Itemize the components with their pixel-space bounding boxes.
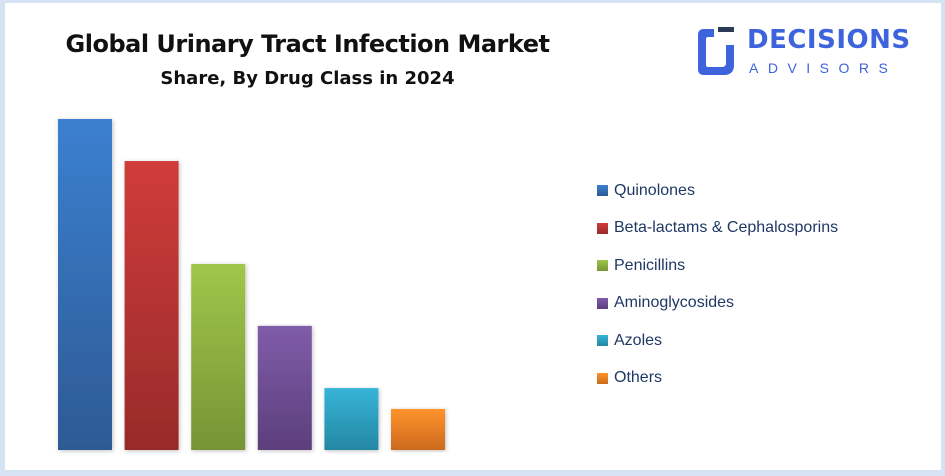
legend-label: Beta-lactams & Cephalosporins [614,219,839,237]
logo-text-sub: ADVISORS [749,60,898,76]
legend-label: Quinolones [614,181,695,199]
logo-text-main: DECISIONS [747,25,911,55]
legend-swatch [597,222,608,234]
decisions-advisors-logo: DECISIONS ADVISORS [694,23,914,79]
legend-label: Others [614,369,663,387]
legend-swatch [597,335,608,347]
legend-swatch [597,372,608,384]
bar-quinolones [58,119,112,450]
legend-label: Azoles [614,331,663,349]
chart-subtitle: Share, By Drug Class in 2024 [160,68,455,89]
legend-item: Quinolones [597,172,838,210]
legend-label: Aminoglycosides [614,294,735,312]
bar-beta-lactams-cephalosporins [124,161,179,451]
bar-aminoglycosides [257,325,312,450]
legend-swatch [597,260,608,272]
chart-title: Global Urinary Tract Infection Market [65,30,550,58]
bar-azoles [324,388,379,450]
legend-swatch [597,297,608,309]
legend-item: Aminoglycosides [597,285,838,323]
legend-swatch [597,185,608,197]
legend: Quinolones Beta-lactams & Cephalosporins… [597,172,838,397]
legend-item: Azoles [597,322,838,360]
legend-item: Beta-lactams & Cephalosporins [597,210,838,248]
legend-item: Others [597,360,838,398]
logo-mark-icon [698,27,734,75]
bar-penicillins [191,263,246,450]
bar-others [391,408,445,450]
legend-label: Penicillins [614,256,686,274]
legend-item: Penicillins [597,247,838,285]
